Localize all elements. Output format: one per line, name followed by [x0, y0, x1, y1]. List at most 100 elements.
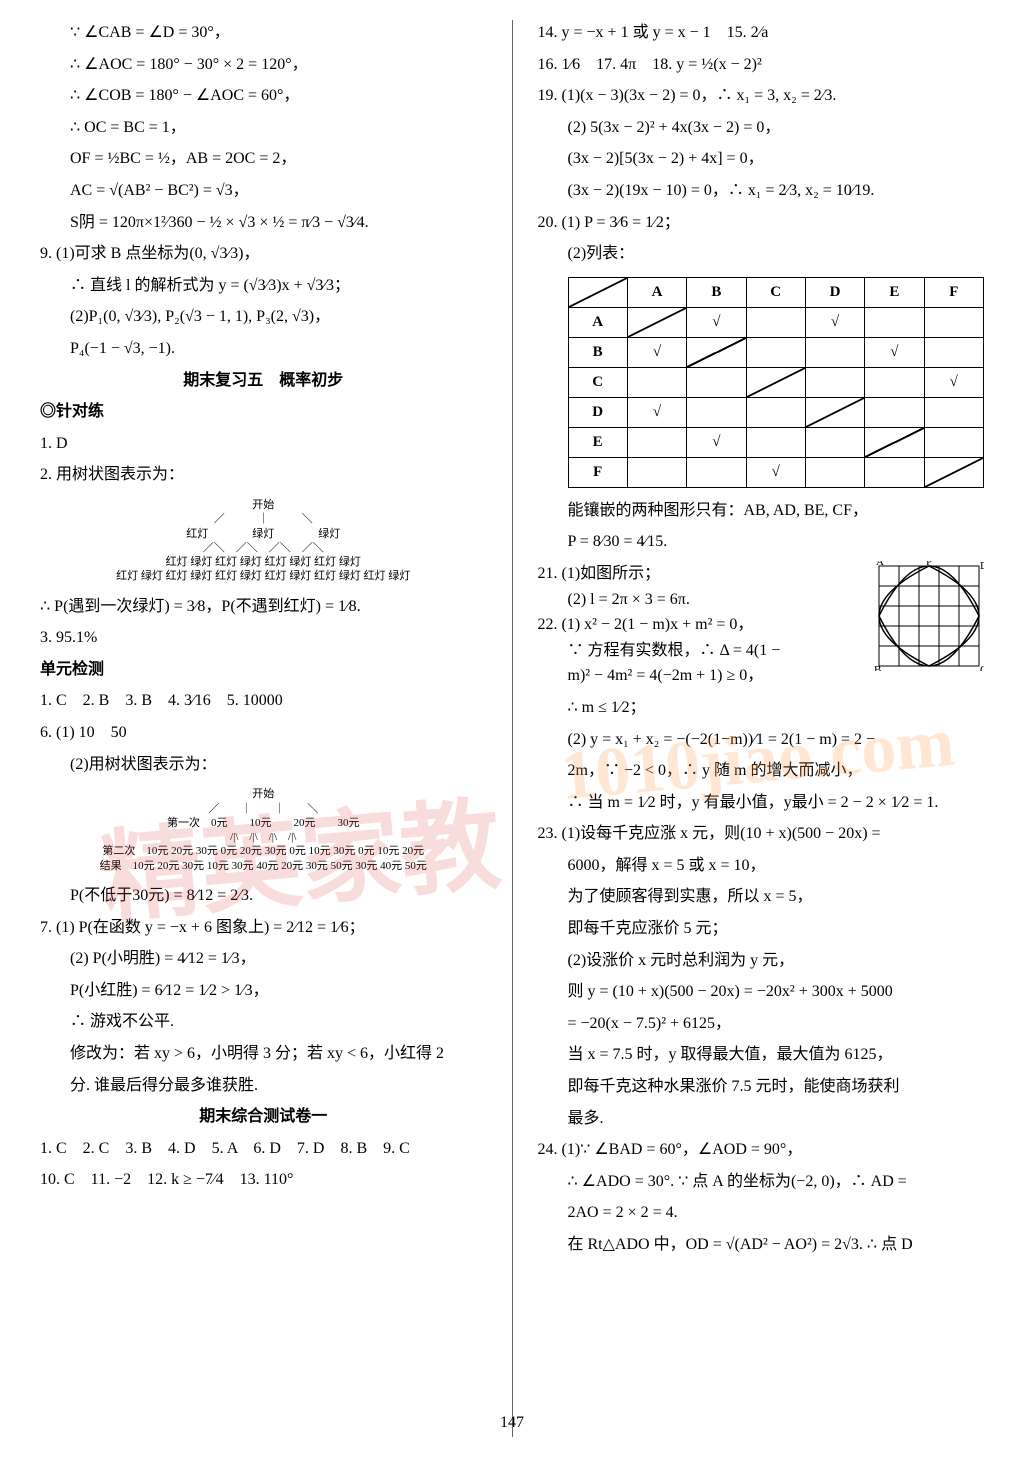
table-row-header: B — [568, 337, 627, 367]
page-number: 147 — [500, 1414, 524, 1432]
tree-branches: ／ ｜ ｜ ＼ — [40, 802, 487, 816]
table-cell — [865, 427, 924, 457]
table-cell — [627, 457, 686, 487]
math-line: ∴ 当 m = 1⁄2 时，y 有最小值，y最小 = 2 − 2 × 1⁄2 =… — [538, 790, 985, 816]
math-line: (3x − 2)(19x − 10) = 0，∴ x₁ = 2⁄3, x₂ = … — [538, 178, 985, 204]
math-line: (2) 5(3x − 2)² + 4x(3x − 2) = 0， — [538, 115, 985, 141]
table-cell — [924, 397, 983, 427]
table-row: D√ — [568, 397, 984, 427]
math-line: 7. (1) P(在函数 y = −x + 6 图象上) = 2⁄12 = 1⁄… — [40, 915, 487, 941]
table-row-header: D — [568, 397, 627, 427]
math-line: 6000，解得 x = 5 或 x = 10， — [538, 853, 985, 879]
table-cell — [746, 397, 805, 427]
table-header: C — [746, 277, 805, 307]
math-line: 9. (1)可求 B 点坐标为(0, √3⁄3)， — [40, 241, 487, 267]
table-cell — [687, 457, 746, 487]
tree-row: 红灯 绿灯 红灯 绿灯 红灯 绿灯 红灯 绿灯 红灯 绿灯 红灯 绿灯 — [40, 569, 487, 583]
table-cell — [687, 397, 746, 427]
table-cell: √ — [805, 307, 864, 337]
table-row: C√ — [568, 367, 984, 397]
svg-text:A: A — [876, 561, 884, 568]
answer-line: 10. C 11. −2 12. k ≥ −7⁄4 13. 110° — [40, 1167, 487, 1193]
column-divider — [512, 20, 513, 1437]
table-cell — [865, 367, 924, 397]
table-header: B — [687, 277, 746, 307]
answer-line: 1. C 2. B 3. B 4. 3⁄16 5. 10000 — [40, 688, 487, 714]
table-cell: √ — [627, 337, 686, 367]
math-line: 24. (1)∵ ∠BAD = 60°，∠AOD = 90°， — [538, 1137, 985, 1163]
math-line: 最多. — [538, 1106, 985, 1132]
answer-line: 2. 用树状图表示为： — [40, 462, 487, 488]
math-line: 19. (1)(x − 3)(3x − 2) = 0，∴ x₁ = 3, x₂ … — [538, 83, 985, 109]
math-line: 2AO = 2 × 2 = 4. — [538, 1200, 985, 1226]
math-line: 在 Rt△ADO 中，OD = √(AD² − AO²) = 2√3. ∴ 点 … — [538, 1232, 985, 1258]
table-cell — [805, 337, 864, 367]
section-title: 期末复习五 概率初步 — [40, 368, 487, 394]
svg-text:P: P — [926, 561, 932, 568]
svg-text:D: D — [980, 561, 984, 572]
math-line: ∴ P(遇到一次绿灯) = 3⁄8，P(不遇到红灯) = 1⁄8. — [40, 594, 487, 620]
table-header: F — [924, 277, 983, 307]
tree-row: 开始 — [40, 498, 487, 512]
answer-line: 14. y = −x + 1 或 y = x − 1 15. 2⁄a — [538, 20, 985, 46]
svg-text:B: B — [874, 664, 881, 671]
table-row: F√ — [568, 457, 984, 487]
math-line: OF = ½BC = ½，AB = 2OC = 2， — [40, 146, 487, 172]
math-line: S阴 = 120π×1²⁄360 − ½ × √3 × ½ = π⁄3 − √3… — [40, 210, 487, 236]
table-cell — [746, 367, 805, 397]
table-cell — [746, 307, 805, 337]
table-cell — [805, 457, 864, 487]
table-cell — [687, 337, 746, 367]
math-line: 则 y = (10 + x)(500 − 20x) = −20x² + 300x… — [538, 979, 985, 1005]
table-cell: √ — [924, 367, 983, 397]
table-cell — [746, 427, 805, 457]
answer-line: (2)用树状图表示为： — [40, 752, 487, 778]
math-line: 修改为：若 xy > 6，小明得 3 分；若 xy < 6，小红得 2 — [40, 1041, 487, 1067]
table-row-header: E — [568, 427, 627, 457]
answer-line: 1. C 2. C 3. B 4. D 5. A 6. D 7. D 8. B … — [40, 1136, 487, 1162]
math-line: 为了使顾客得到实惠，所以 x = 5， — [538, 884, 985, 910]
table-row: A B C D E F — [568, 277, 984, 307]
table-cell — [865, 397, 924, 427]
math-line: (2) y = x₁ + x₂ = −(−2(1−m))⁄1 = 2(1 − m… — [538, 727, 985, 753]
table-cell — [865, 457, 924, 487]
table-header: A — [627, 277, 686, 307]
table-cell: √ — [687, 307, 746, 337]
table-header: D — [805, 277, 864, 307]
table-cell — [924, 457, 983, 487]
tree-row: 红灯 绿灯 绿灯 — [40, 527, 487, 541]
math-line: ∴ ∠ADO = 30°. ∵ 点 A 的坐标为(−2, 0)，∴ AD = — [538, 1169, 985, 1195]
table-row: B√√ — [568, 337, 984, 367]
tree-row: 结果 10元 20元 30元 10元 30元 40元 20元 30元 50元 3… — [40, 859, 487, 873]
tree-diagram: 开始 ／ ｜ ＼ 红灯 绿灯 绿灯 ／＼ ／＼ ／＼ ／＼ 红灯 绿灯 红灯 绿… — [40, 494, 487, 588]
tree-branches: ／ ｜ ＼ — [40, 512, 487, 526]
table-cell — [924, 427, 983, 457]
figure-21: A P D B C — [874, 561, 984, 671]
table-cell — [687, 367, 746, 397]
tree-branches: /|\ /|\ /|\ /|\ — [40, 830, 487, 844]
table-cell: √ — [687, 427, 746, 457]
table-cell — [865, 307, 924, 337]
answer-line: 6. (1) 10 50 — [40, 720, 487, 746]
svg-text:C: C — [980, 664, 984, 671]
math-line: (2) P(小明胜) = 4⁄12 = 1⁄3， — [40, 946, 487, 972]
table-row: A√√ — [568, 307, 984, 337]
math-line: (2)P₁(0, √3⁄3), P₂(√3 − 1, 1), P₃(2, √3)… — [40, 304, 487, 330]
table-header: E — [865, 277, 924, 307]
right-column: 14. y = −x + 1 或 y = x − 1 15. 2⁄a 16. 1… — [538, 20, 985, 1437]
tessellation-table: A B C D E F A√√B√√C√D√E√F√ — [568, 277, 985, 488]
table-cell — [746, 337, 805, 367]
math-line: (2)设涨价 x 元时总利润为 y 元， — [538, 948, 985, 974]
math-line: 23. (1)设每千克应涨 x 元，则(10 + x)(500 − 20x) = — [538, 821, 985, 847]
math-line: 当 x = 7.5 时，y 取得最大值，最大值为 6125， — [538, 1042, 985, 1068]
math-line: 2m，∵ −2 < 0，∴ y 随 m 的增大而减小， — [538, 758, 985, 784]
math-line: 即每千克这种水果涨价 7.5 元时，能使商场获利 — [538, 1074, 985, 1100]
math-line: (3x − 2)[5(3x − 2) + 4x] = 0， — [538, 146, 985, 172]
answer-line: 1. D — [40, 431, 487, 457]
math-line: P = 8⁄30 = 4⁄15. — [538, 529, 985, 555]
table-cell: √ — [627, 397, 686, 427]
table-cell — [805, 427, 864, 457]
math-line: AC = √(AB² − BC²) = √3， — [40, 178, 487, 204]
math-line: 分. 谁最后得分最多谁获胜. — [40, 1073, 487, 1099]
table-row-header: F — [568, 457, 627, 487]
